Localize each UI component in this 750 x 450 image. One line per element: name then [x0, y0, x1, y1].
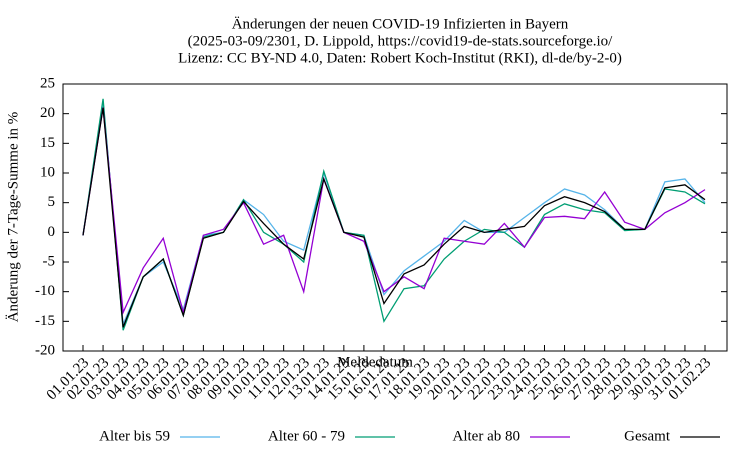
x-axis-label: Meldedatum	[337, 354, 413, 370]
series-line	[82, 107, 706, 315]
y-tick-label: -5	[43, 253, 56, 269]
y-tick-label: 20	[40, 105, 55, 121]
plot-frame	[62, 83, 728, 352]
series-line	[82, 101, 706, 325]
y-tick-label: -15	[35, 313, 55, 329]
y-tick-label: -20	[35, 342, 55, 358]
y-tick-label: 5	[48, 194, 56, 210]
legend-label: Gesamt	[624, 428, 671, 444]
chart-title: Änderungen der neuen COVID-19 Infizierte…	[232, 15, 569, 32]
y-tick-label: 25	[40, 75, 55, 91]
series-line	[82, 107, 706, 328]
y-tick-label: -10	[35, 283, 55, 299]
y-axis-label: Änderung der 7-Tage-Summe in %	[4, 112, 21, 323]
y-tick-label: 15	[40, 135, 55, 151]
legend-label: Alter 60 - 79	[268, 428, 345, 444]
chart-title: Lizenz: CC BY-ND 4.0, Daten: Robert Koch…	[178, 50, 622, 66]
y-tick-label: 0	[48, 224, 56, 240]
legend-label: Alter bis 59	[99, 428, 170, 444]
chart-title: (2025-03-09/2301, D. Lippold, https://co…	[188, 33, 613, 49]
y-tick-label: 10	[40, 164, 55, 180]
legend-label: Alter ab 80	[453, 428, 520, 444]
